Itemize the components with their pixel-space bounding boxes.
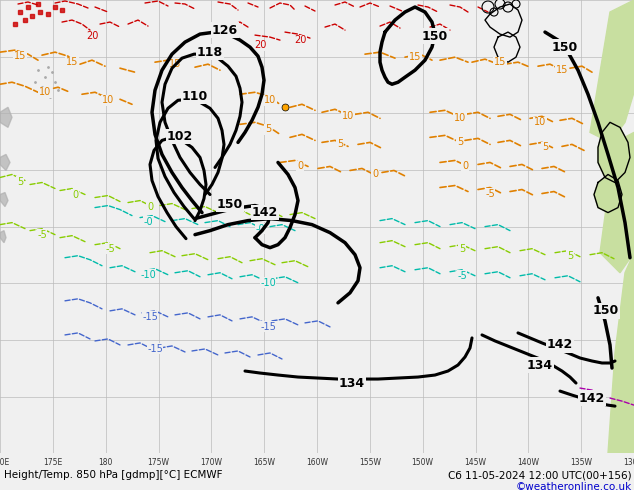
Text: 15: 15 — [494, 57, 506, 67]
Text: 0: 0 — [372, 170, 378, 179]
Text: 15: 15 — [169, 59, 181, 69]
Text: 180: 180 — [98, 458, 113, 467]
Text: 5: 5 — [567, 251, 573, 261]
Text: 5: 5 — [542, 143, 548, 152]
Polygon shape — [594, 174, 622, 213]
Text: 130W: 130W — [623, 458, 634, 467]
Text: 102: 102 — [167, 130, 193, 143]
Text: 145W: 145W — [465, 458, 486, 467]
Polygon shape — [598, 122, 630, 182]
Text: -15: -15 — [147, 344, 163, 354]
Text: 150: 150 — [422, 29, 448, 43]
Text: 0: 0 — [297, 162, 303, 172]
Polygon shape — [590, 0, 634, 143]
Text: -0: -0 — [256, 223, 265, 234]
Text: 134: 134 — [339, 376, 365, 390]
Text: 5: 5 — [457, 137, 463, 147]
Text: 110: 110 — [182, 90, 208, 103]
Circle shape — [503, 2, 513, 12]
Text: 15: 15 — [66, 57, 78, 67]
Polygon shape — [0, 107, 12, 127]
Text: 5: 5 — [17, 176, 23, 187]
Text: 150: 150 — [593, 304, 619, 318]
Text: 175W: 175W — [148, 458, 169, 467]
Text: 15: 15 — [409, 52, 421, 62]
Text: 155W: 155W — [359, 458, 381, 467]
Text: 10: 10 — [39, 87, 51, 97]
Text: ©weatheronline.co.uk: ©weatheronline.co.uk — [515, 482, 632, 490]
Text: 0: 0 — [147, 201, 153, 212]
Text: 10: 10 — [342, 111, 354, 122]
Polygon shape — [485, 4, 522, 37]
Text: 134: 134 — [527, 359, 553, 371]
Circle shape — [482, 1, 494, 13]
Text: 150: 150 — [217, 198, 243, 211]
Text: 10: 10 — [534, 117, 546, 127]
Text: 165W: 165W — [253, 458, 275, 467]
Polygon shape — [0, 154, 10, 171]
Text: 10: 10 — [102, 95, 114, 105]
Polygon shape — [0, 193, 8, 207]
Text: 175E: 175E — [43, 458, 63, 467]
Text: 5: 5 — [265, 212, 271, 221]
Text: 150: 150 — [552, 41, 578, 53]
Text: 135W: 135W — [570, 458, 592, 467]
Text: -0: -0 — [143, 217, 153, 226]
Text: 142: 142 — [547, 339, 573, 351]
Text: -15: -15 — [260, 322, 276, 332]
Text: 170E: 170E — [0, 458, 10, 467]
Text: -5: -5 — [37, 230, 47, 240]
Text: Сб 11-05-2024 12:00 UTC(00+156): Сб 11-05-2024 12:00 UTC(00+156) — [448, 470, 632, 480]
Polygon shape — [608, 253, 634, 453]
Polygon shape — [494, 32, 520, 62]
Text: 5: 5 — [459, 244, 465, 254]
Text: 10: 10 — [264, 95, 276, 105]
Text: 118: 118 — [197, 46, 223, 59]
Text: -5: -5 — [457, 271, 467, 281]
Text: 20: 20 — [294, 35, 306, 45]
Text: 170W: 170W — [200, 458, 223, 467]
Text: 140W: 140W — [517, 458, 540, 467]
Text: -10: -10 — [260, 278, 276, 288]
Text: 142: 142 — [579, 392, 605, 405]
Text: 20: 20 — [86, 31, 98, 41]
Circle shape — [490, 8, 498, 16]
Text: 0: 0 — [72, 190, 78, 199]
Text: Height/Temp. 850 hPa [gdmp][°C] ECMWF: Height/Temp. 850 hPa [gdmp][°C] ECMWF — [4, 470, 223, 480]
Text: 142: 142 — [252, 206, 278, 219]
Polygon shape — [600, 132, 634, 273]
Circle shape — [512, 0, 520, 8]
Text: -5: -5 — [105, 244, 115, 254]
Text: 0: 0 — [462, 162, 468, 172]
Text: 10: 10 — [454, 113, 466, 123]
Circle shape — [495, 0, 505, 9]
Text: -5: -5 — [485, 189, 495, 198]
Text: 15: 15 — [14, 51, 26, 61]
Text: 160W: 160W — [306, 458, 328, 467]
Polygon shape — [0, 231, 6, 243]
Text: 15: 15 — [556, 65, 568, 75]
Text: 150W: 150W — [411, 458, 434, 467]
Text: 20: 20 — [254, 40, 266, 50]
Text: 126: 126 — [212, 24, 238, 37]
Text: -10: -10 — [140, 270, 156, 280]
Text: 5: 5 — [337, 139, 343, 149]
Text: 5: 5 — [265, 124, 271, 134]
Text: -15: -15 — [142, 312, 158, 322]
